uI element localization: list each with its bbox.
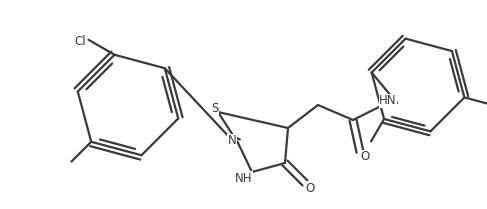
Text: HN: HN [379, 94, 397, 107]
Text: O: O [360, 150, 370, 163]
Text: N: N [227, 135, 236, 148]
Text: NH: NH [235, 172, 253, 185]
Text: S: S [211, 102, 219, 116]
Text: O: O [305, 181, 315, 195]
Text: Cl: Cl [75, 35, 86, 48]
